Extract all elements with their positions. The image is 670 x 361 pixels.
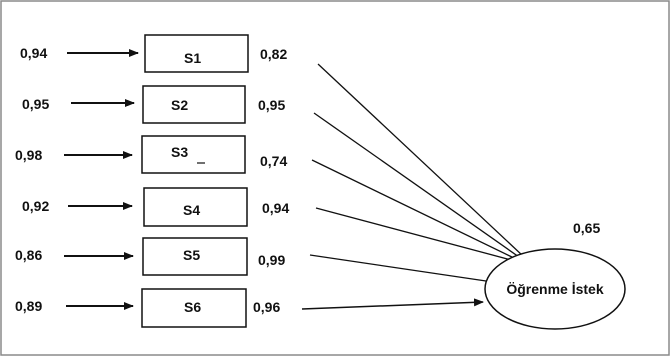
loading-path-s5: [309, 254, 487, 282]
indicator-label-s4: S4: [183, 202, 200, 218]
error-label-s3: 0,98: [15, 147, 42, 163]
indicator-s5: 0,86 S5 0,99: [15, 237, 487, 282]
indicator-label-s6: S6: [184, 299, 201, 315]
loading-path-s2: [313, 112, 520, 258]
loading-path-s6: [301, 298, 484, 310]
latent-construct: Öğrenme İstek 0,65: [484, 220, 626, 330]
loading-label-s3: 0,74: [260, 153, 287, 169]
loading-label-s6: 0,96: [253, 299, 280, 315]
indicator-box-s2: [142, 85, 246, 124]
indicator-s6: 0,89 S6 0,96: [15, 288, 484, 328]
error-label-s5: 0,86: [15, 247, 42, 263]
latent-variance-label: 0,65: [573, 220, 600, 236]
indicator-label-s3: S3: [171, 144, 188, 160]
indicator-box-s6: [141, 288, 247, 328]
indicator-label-s1: S1: [184, 50, 201, 66]
indicator-box-s1: [144, 34, 249, 73]
loading-path-s4: [315, 207, 516, 262]
indicator-s1: 0,94 S1 0,82: [20, 34, 524, 257]
loading-path-s1: [317, 63, 524, 257]
latent-ellipse: [484, 248, 626, 330]
error-label-s1: 0,94: [20, 45, 47, 61]
loading-label-s5: 0,99: [258, 252, 285, 268]
loading-label-s4: 0,94: [262, 200, 289, 216]
loading-path-s3: [311, 159, 517, 260]
indicator-label-s2: S2: [171, 97, 188, 113]
indicator-s3: 0,98 S3 0,74: [15, 135, 517, 260]
indicator-box-s5: [142, 237, 248, 276]
error-label-s2: 0,95: [22, 96, 49, 112]
loading-label-s1: 0,82: [260, 46, 287, 62]
indicator-box-s3: [141, 135, 246, 174]
indicator-s4: 0,92 S4 0,94: [22, 187, 516, 262]
error-label-s6: 0,89: [15, 298, 42, 314]
error-label-s4: 0,92: [22, 198, 49, 214]
loading-label-s2: 0,95: [258, 97, 285, 113]
latent-label: Öğrenme İstek: [506, 281, 603, 297]
indicator-box-s4: [143, 187, 248, 227]
indicator-s2: 0,95 S2 0,95: [22, 85, 520, 258]
indicator-label-s5: S5: [183, 247, 200, 263]
